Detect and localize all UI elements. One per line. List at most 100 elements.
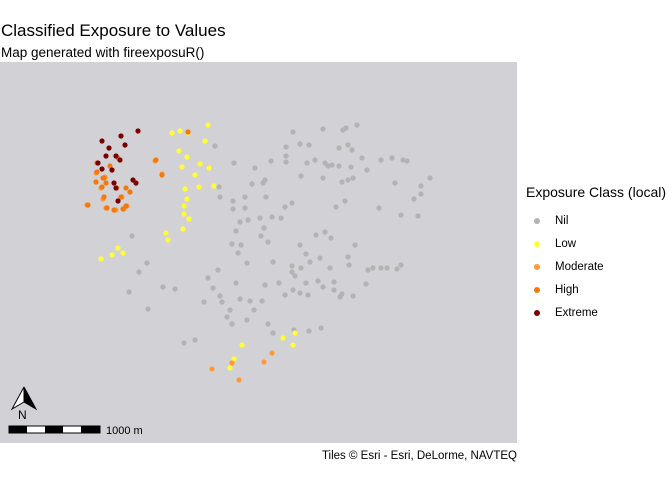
exposure-point-nil <box>249 181 255 187</box>
exposure-point-nil <box>242 194 248 200</box>
exposure-point-nil <box>233 280 239 286</box>
exposure-point-nil <box>261 225 267 231</box>
exposure-point-nil <box>370 265 376 271</box>
exposure-point-nil <box>217 194 223 200</box>
exposure-point-nil <box>318 325 324 331</box>
exposure-point-nil <box>398 262 404 268</box>
exposure-point-low <box>98 256 104 262</box>
exposure-point-low <box>202 138 208 144</box>
exposure-point-nil <box>237 219 243 225</box>
exposure-point-low <box>186 216 192 222</box>
exposure-point-nil <box>415 213 421 219</box>
exposure-point-nil <box>342 198 348 204</box>
exposure-point-nil <box>331 279 337 285</box>
exposure-point-low <box>177 128 183 134</box>
exposure-point-nil <box>229 321 235 327</box>
exposure-point-nil <box>320 126 326 132</box>
exposure-point-nil <box>348 164 354 170</box>
exposure-point-extreme <box>122 142 128 148</box>
exposure-point-nil <box>292 273 298 279</box>
exposure-point-low <box>206 165 212 171</box>
exposure-point-moderate <box>261 359 267 365</box>
exposure-point-nil <box>411 196 417 202</box>
exposure-point-low <box>231 356 237 362</box>
exposure-point-nil <box>289 269 295 275</box>
exposure-point-nil <box>317 255 323 261</box>
exposure-point-nil <box>398 212 404 218</box>
exposure-point-nil <box>268 158 274 164</box>
exposure-point-low <box>181 203 187 209</box>
exposure-point-nil <box>245 217 251 223</box>
exposure-point-nil <box>129 233 135 239</box>
exposure-point-low <box>165 237 171 243</box>
exposure-point-nil <box>269 214 275 220</box>
exposure-point-nil <box>384 265 390 271</box>
exposure-point-extreme <box>115 198 121 204</box>
exposure-point-low <box>197 161 203 167</box>
exposure-point-nil <box>305 292 311 298</box>
exposure-point-nil <box>251 307 257 313</box>
exposure-point-nil <box>270 330 276 336</box>
exposure-point-nil <box>238 242 244 248</box>
exposure-point-nil <box>304 160 310 166</box>
exposure-point-nil <box>283 153 289 159</box>
exposure-point-nil <box>333 204 339 210</box>
exposure-point-low <box>115 245 121 251</box>
exposure-point-low <box>109 252 115 258</box>
exposure-point-extreme <box>117 157 123 163</box>
exposure-point-nil <box>160 284 166 290</box>
legend-key-nil <box>534 217 540 224</box>
exposure-point-nil <box>303 251 309 257</box>
exposure-point-low <box>205 122 211 128</box>
exposure-point-nil <box>229 241 235 247</box>
exposure-point-nil <box>345 142 351 148</box>
exposure-point-extreme <box>118 133 124 139</box>
exposure-point-nil <box>389 155 395 161</box>
exposure-point-nil <box>352 242 358 248</box>
exposure-point-nil <box>237 296 243 302</box>
exposure-point-low <box>182 186 188 192</box>
exposure-point-nil <box>378 157 384 163</box>
exposure-point-nil <box>216 184 222 190</box>
exposure-point-high <box>185 129 191 135</box>
exposure-point-nil <box>230 206 236 212</box>
exposure-point-nil <box>297 290 303 296</box>
exposure-point-nil <box>337 294 343 300</box>
exposure-point-nil <box>378 265 384 271</box>
exposure-point-extreme <box>95 160 101 166</box>
legend-key-extreme <box>534 309 540 316</box>
map-title: Classified Exposure to Values <box>1 21 226 40</box>
exposure-point-nil <box>329 162 335 168</box>
exposure-point-moderate <box>236 377 242 383</box>
exposure-point-nil <box>303 280 309 286</box>
exposure-point-nil <box>205 275 211 281</box>
exposure-point-low <box>280 335 286 341</box>
north-arrow-label: N <box>18 408 27 422</box>
exposure-point-nil <box>345 254 351 260</box>
map-panel[interactable]: N 1000 m <box>0 62 517 443</box>
legend-label: Low <box>555 237 577 250</box>
exposure-point-nil <box>404 158 410 164</box>
exposure-point-nil <box>350 293 356 299</box>
exposure-point-low <box>184 196 190 202</box>
exposure-point-nil <box>283 144 289 150</box>
exposure-point-nil <box>145 306 151 312</box>
exposure-point-nil <box>354 122 360 128</box>
legend-label: Extreme <box>555 306 598 319</box>
exposure-point-nil <box>181 340 187 346</box>
exposure-point-nil <box>343 125 349 131</box>
exposure-point-high <box>111 207 117 213</box>
exposure-point-nil <box>328 235 334 241</box>
exposure-point-nil <box>289 263 295 269</box>
exposure-point-nil <box>282 204 288 210</box>
exposure-point-nil <box>320 175 326 181</box>
exposure-point-nil <box>252 165 258 171</box>
exposure-point-nil <box>258 233 264 239</box>
exposure-point-nil <box>364 167 370 173</box>
exposure-point-nil <box>201 299 207 305</box>
exposure-point-nil <box>327 265 333 271</box>
exposure-point-extreme <box>109 167 115 173</box>
exposure-point-nil <box>283 159 289 165</box>
exposure-point-low <box>239 342 245 348</box>
exposure-point-high <box>99 184 105 190</box>
